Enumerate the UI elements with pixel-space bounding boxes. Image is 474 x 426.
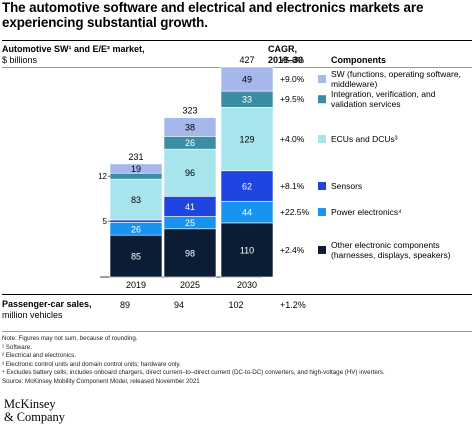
footnote-4: ⁴ Excludes battery cells; includes onboa…	[2, 369, 385, 377]
segment-label-2019-sensors: 5	[103, 217, 108, 226]
passenger-value-2019: 89	[119, 300, 130, 310]
passenger-label-line-1: Passenger-car sales,	[2, 299, 92, 309]
bar-segment-2019-integration-verification-and-validation-services	[109, 172, 163, 180]
legend-swatch-other-electronic-components-harnesses-displays-speakers	[318, 245, 326, 254]
legend-label-sensors-line-1: Sensors	[331, 181, 362, 191]
brand-line-1: McKinsey	[4, 397, 56, 411]
components-label: Components	[331, 55, 386, 65]
bar-segment-2019-ecus-and-dcus	[109, 178, 163, 221]
footnote-1: ¹ Software.	[2, 343, 32, 351]
segment-label-2019-other-electronic-components-harnesses-displays-speakers: 85	[131, 252, 141, 262]
header-rule-top	[2, 40, 472, 41]
cagr-value-other-electronic-components-harnesses-displays-speakers: +2.4%	[280, 245, 305, 255]
bar-segment-2030-sensors	[220, 170, 274, 202]
footer-rule	[2, 331, 472, 332]
cagr-value-power-electronics: +22.5%	[280, 207, 310, 217]
bar-segment-2019-other-electronic-components-harnesses-displays-speakers	[109, 234, 163, 278]
segment-label-2025-power-electronics: 25	[185, 218, 195, 228]
components-header: Components	[331, 55, 386, 66]
segment-label-2019-ecus-and-dcus: 83	[131, 195, 141, 205]
legend-label-sw-functions-operating-software-middleware-line-2: middleware)	[331, 79, 377, 89]
bar-segment-2025-sw-functions-operating-software-middleware	[163, 117, 217, 137]
cagr-header: CAGR, 2019–30	[268, 44, 303, 66]
segment-label-2025-other-electronic-components-harnesses-displays-speakers: 98	[185, 248, 195, 258]
legend-swatch-power-electronics	[318, 208, 326, 217]
passenger-cagr: +1.2%	[280, 300, 306, 310]
bar-segment-2019-sensors	[109, 219, 163, 223]
segment-label-2030-sensors: 62	[242, 182, 252, 192]
bar-total-2030: 427	[239, 55, 254, 65]
bar-segment-2025-ecus-and-dcus	[163, 148, 217, 197]
segment-label-2030-ecus-and-dcus: 129	[239, 135, 254, 145]
bar-total-2025: 323	[182, 106, 197, 116]
segment-label-2025-integration-verification-and-validation-services: 26	[185, 138, 195, 148]
mckinsey-logo: McKinsey & Company	[4, 398, 65, 423]
legend-swatch-ecus-and-dcus	[318, 135, 326, 144]
legend-label-power-electronics-line-1: Power electronics⁴	[331, 207, 402, 217]
footnotes: Note: Figures may not sum, because of ro…	[2, 335, 385, 387]
category-label-2025: 2025	[180, 280, 200, 290]
segment-label-2025-sensors: 41	[185, 202, 195, 212]
segment-label-2030-power-electronics: 44	[242, 208, 252, 218]
legend-label-integration-verification-and-validation-services-line-1: Integration, verification, and	[331, 89, 436, 99]
footnote-note: Note: Figures may not sum, because of ro…	[2, 335, 138, 342]
brand-line-2: & Company	[4, 409, 65, 424]
passenger-label: Passenger-car sales, million vehicles	[2, 299, 92, 321]
segment-label-2025-sw-functions-operating-software-middleware: 38	[185, 123, 195, 133]
segment-label-2030-sw-functions-operating-software-middleware: 49	[242, 75, 252, 85]
cagr-label-line-1: CAGR,	[268, 44, 297, 54]
bar-segment-2030-sw-functions-operating-software-middleware	[220, 66, 274, 92]
footnote-3: ³ Electronic control units and domain co…	[2, 360, 181, 368]
legend-label-other-electronic-components-harnesses-displays-speakers-line-1: Other electronic components	[331, 240, 440, 250]
passenger-value-2025: 94	[173, 300, 184, 310]
passenger-rule	[2, 294, 472, 295]
passenger-value-2030: 102	[228, 300, 244, 310]
exhibit-title: The automotive software and electrical a…	[2, 0, 472, 30]
bar-segment-2025-other-electronic-components-harnesses-displays-speakers	[163, 228, 217, 278]
segment-label-2030-other-electronic-components-harnesses-displays-speakers: 110	[240, 245, 254, 255]
category-label-2030: 2030	[237, 280, 257, 290]
bar-segment-2030-ecus-and-dcus	[220, 107, 274, 172]
legend-label-integration-verification-and-validation-services-line-2: validation services	[331, 99, 400, 109]
cagr-value-integration-verification-and-validation-services: +9.5%	[280, 94, 305, 104]
title-line-1: The automotive software and electrical a…	[2, 0, 424, 15]
footnote-2: ² Electrical and electronics.	[2, 352, 76, 360]
segment-label-2019-power-electronics: 26	[131, 224, 141, 234]
legend-swatch-sw-functions-operating-software-middleware	[318, 75, 326, 84]
passenger-label-line-2: million vehicles	[2, 310, 63, 320]
cagr-value-ecus-and-dcus: +4.0%	[280, 134, 305, 144]
segment-label-2019-sw-functions-operating-software-middleware: 19	[131, 164, 141, 174]
legend-label-ecus-and-dcus-line-1: ECUs and DCUs³	[331, 134, 398, 144]
category-label-2019: 2019	[126, 280, 146, 290]
segment-label-2025-ecus-and-dcus: 96	[185, 168, 195, 178]
legend-label-sw-functions-operating-software-middleware-line-1: SW (functions, operating software,	[331, 69, 461, 79]
segment-label-2030-integration-verification-and-validation-services: 33	[242, 95, 252, 105]
title-line-2: experiencing substantial growth.	[2, 15, 208, 30]
cagr-value-sensors: +8.1%	[280, 181, 305, 191]
bar-segment-2019-sw-functions-operating-software-middleware	[109, 163, 163, 174]
cagr-label-line-2: 2019–30	[268, 55, 304, 65]
legend-swatch-sensors	[318, 182, 326, 191]
stacked-bar-chart: 85 26 5 83 12 19 231 2019 98 25 41 96 26 38 323 2025 110…	[98, 55, 461, 290]
bar-segment-2030-other-electronic-components-harnesses-displays-speakers	[220, 222, 274, 278]
cagr-value-sw-functions-operating-software-middleware: +9.0%	[280, 74, 305, 84]
segment-label-2019-integration-verification-and-validation-services: 12	[98, 172, 107, 181]
bar-total-2019: 231	[128, 152, 143, 162]
market-label: Automotive SW¹ and E/E² market, $ billio…	[2, 44, 145, 66]
market-label-line-1: Automotive SW¹ and E/E² market,	[2, 44, 145, 54]
market-label-line-2: $ billions	[2, 55, 38, 65]
footnote-source: Source: McKinsey Mobility Component Mode…	[2, 377, 200, 385]
legend-label-other-electronic-components-harnesses-displays-speakers-line-2: (harnesses, displays, speakers)	[331, 250, 451, 260]
legend-swatch-integration-verification-and-validation-services	[318, 95, 326, 104]
cagr-total: +5.8%	[280, 55, 305, 65]
